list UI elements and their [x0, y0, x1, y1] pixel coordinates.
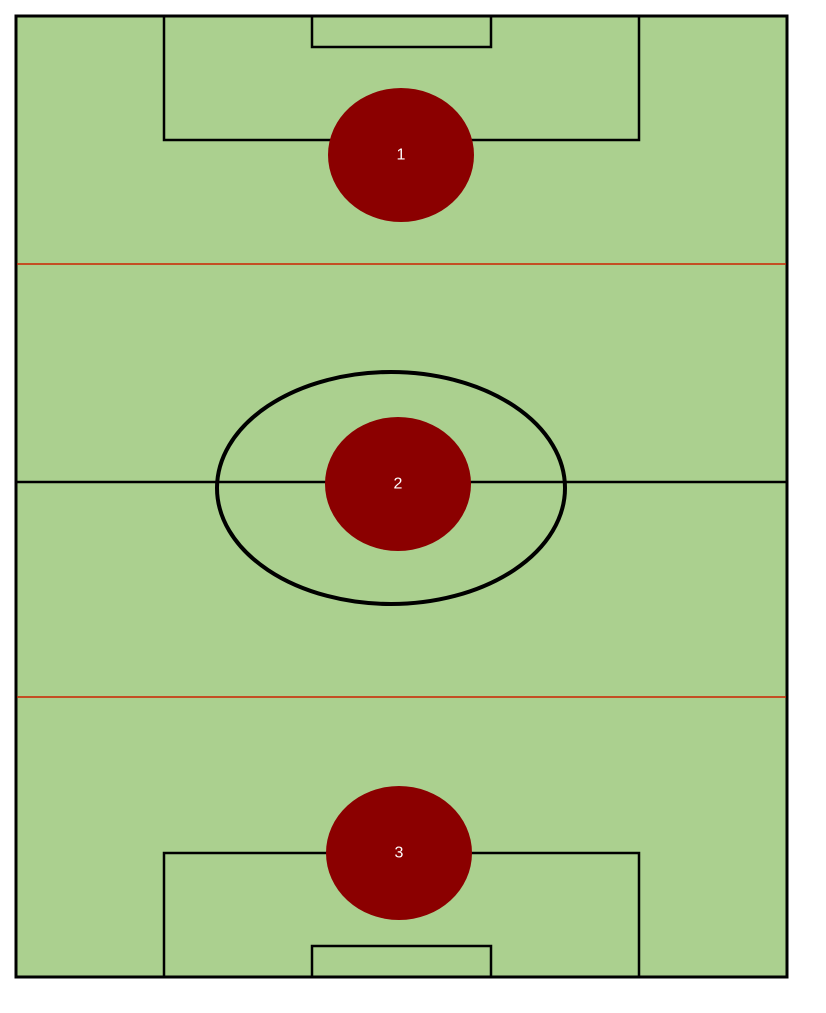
- zone-marker-3-label: 3: [395, 845, 404, 862]
- top-goal-box: [310, 14, 493, 49]
- zone-marker-2-disc: [325, 417, 471, 551]
- bottom-goal-box: [310, 944, 493, 979]
- center-circle: [215, 370, 567, 606]
- zone-marker-1-disc: [328, 88, 474, 222]
- zone-marker-2: 2: [325, 417, 471, 551]
- zone-marker-2-label: 2: [394, 476, 403, 493]
- zone-marker-3: 3: [326, 786, 472, 920]
- zone-marker-1-label: 1: [397, 147, 406, 164]
- zone-marker-1: 1: [328, 88, 474, 222]
- zone-marker-3-disc: [326, 786, 472, 920]
